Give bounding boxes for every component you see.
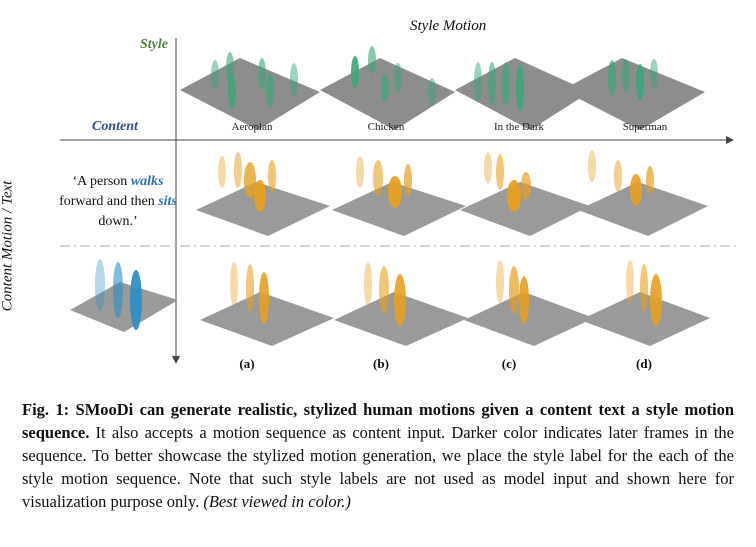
style-name-d: Superman [622,121,668,133]
text-output-figures-b [356,156,412,208]
prompt-keyword-sits: sits [158,194,177,209]
prompt-part3: down.’ [98,214,138,229]
column-label-d: (d) [636,356,652,371]
text-output-figures-d [588,150,654,206]
style-figures-c [474,62,524,112]
column-label-b: (b) [373,356,389,371]
column-label-a: (a) [239,356,255,371]
vertical-axis-arrow [172,356,180,364]
horizontal-axis-arrow [726,136,734,144]
caption-body: It also accepts a motion sequence as con… [22,423,734,511]
caption-label: Fig. 1: SMooDi can generate realistic, s… [22,400,734,442]
style-figures-d [608,59,658,100]
text-floor-c [460,182,590,236]
motion-floor-d [580,292,710,346]
style-figures-b [351,46,436,106]
style-name-b: Chicken [367,121,405,133]
motion-floor-c [464,292,594,346]
motion-output-figures-c [496,260,529,324]
text-output-figures-a [218,152,276,212]
column-header: Style Motion [410,18,487,34]
content-motion-figures [95,259,142,330]
style-floor-d [562,58,705,130]
style-figures-a [211,52,298,109]
caption-note: (Best viewed in color.) [203,492,351,511]
motion-floor-a [200,292,334,346]
prompt-part1: ‘A person [72,174,131,189]
text-floor-b [332,182,466,236]
content-row-label: Content [92,119,138,134]
motion-output-figures-a [230,262,269,324]
column-label-c: (c) [501,356,517,371]
vertical-axis-label: Content Motion / Text [0,180,16,312]
style-row-label: Style [140,37,168,52]
prompt-keyword-walks: walks [130,174,164,189]
motion-output-figures-b [364,262,406,326]
content-motion-floor [70,282,178,332]
figure-caption: Fig. 1: SMooDi can generate realistic, s… [22,398,734,513]
prompt-part2: forward and then [59,194,159,209]
text-floor-d [578,182,708,236]
motion-output-figures-d [626,260,662,326]
text-output-figures-c [484,152,531,212]
figure-graphic [60,38,736,364]
style-name-a: Aeroplan [231,121,273,133]
style-name-c: In the Dark [493,121,545,133]
style-floor-a [180,58,320,130]
text-prompt: ‘A person walks forward and then sits do… [58,172,178,232]
